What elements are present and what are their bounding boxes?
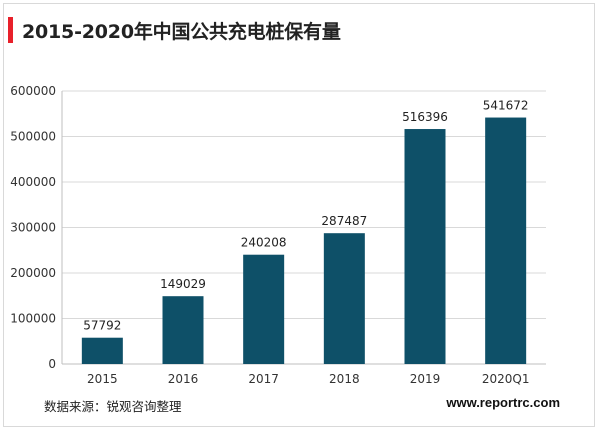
bar-2018 xyxy=(323,233,365,364)
x-tick-label: 2015 xyxy=(87,372,118,386)
y-tick-label: 400000 xyxy=(10,175,56,189)
grid-lines xyxy=(62,90,546,319)
data-label-2019: 516396 xyxy=(402,110,448,124)
data-label-2020q1: 541672 xyxy=(483,99,529,113)
x-tick-label: 2019 xyxy=(410,372,441,386)
data-label-2018: 287487 xyxy=(321,214,367,228)
title-accent-bar xyxy=(8,17,13,43)
y-tick-label: 500000 xyxy=(10,130,56,144)
data-label-2017: 240208 xyxy=(241,236,287,250)
y-tick-label: 600000 xyxy=(10,84,56,98)
bar-2019 xyxy=(404,129,446,364)
bars xyxy=(81,117,527,364)
chart-title: 2015-2020年中国公共充电桩保有量 xyxy=(22,20,341,43)
y-tick-label: 300000 xyxy=(10,221,56,235)
data-labels: 57792 149029 240208 287487 516396 541672 xyxy=(83,99,528,333)
bar-2015 xyxy=(81,337,123,364)
y-tick-label: 0 xyxy=(48,357,56,371)
bar-2020q1 xyxy=(485,117,527,364)
x-tick-label: 2016 xyxy=(168,372,199,386)
y-tick-label: 200000 xyxy=(10,266,56,280)
x-axis-tick-labels: 2015 2016 2017 2018 2019 2020Q1 xyxy=(87,372,529,386)
bar-2017 xyxy=(243,254,285,364)
data-label-2016: 149029 xyxy=(160,277,206,291)
y-tick-label: 100000 xyxy=(10,312,56,326)
website-link[interactable]: www.reportrc.com xyxy=(446,395,560,410)
data-label-2015: 57792 xyxy=(83,319,121,333)
y-axis-tick-labels: 0 100000 200000 300000 400000 500000 600000 xyxy=(10,84,56,371)
bar-2016 xyxy=(162,296,204,364)
x-tick-label: 2017 xyxy=(248,372,279,386)
x-tick-label: 2020Q1 xyxy=(482,372,530,386)
data-source-note: 数据来源：锐观咨询整理 xyxy=(44,399,182,414)
x-tick-label: 2018 xyxy=(329,372,360,386)
axes xyxy=(61,91,546,365)
title-bar: 2015-2020年中国公共充电桩保有量 xyxy=(8,16,341,44)
